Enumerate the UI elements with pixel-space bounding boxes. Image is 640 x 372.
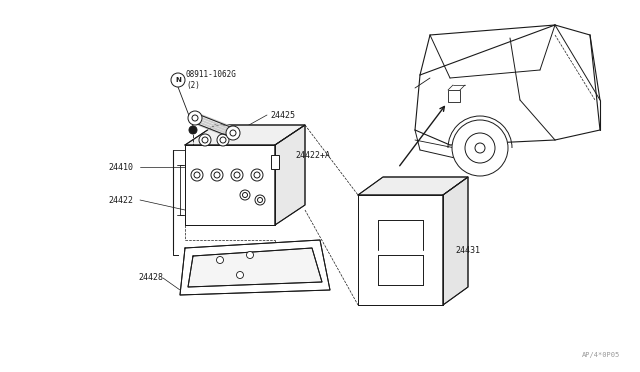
Circle shape — [257, 198, 262, 202]
Polygon shape — [275, 125, 305, 225]
Circle shape — [171, 73, 185, 87]
Circle shape — [220, 137, 226, 143]
Circle shape — [194, 172, 200, 178]
Circle shape — [188, 111, 202, 125]
Circle shape — [240, 190, 250, 200]
Text: 24431: 24431 — [455, 246, 480, 254]
Circle shape — [237, 272, 243, 279]
Polygon shape — [443, 177, 468, 305]
Circle shape — [217, 134, 229, 146]
Text: 24422: 24422 — [108, 196, 133, 205]
Text: 24410: 24410 — [108, 163, 133, 171]
Circle shape — [231, 169, 243, 181]
Circle shape — [192, 115, 198, 121]
Polygon shape — [185, 145, 275, 225]
Text: AP/4*0P05: AP/4*0P05 — [582, 352, 620, 358]
Polygon shape — [188, 248, 322, 287]
Polygon shape — [180, 240, 330, 295]
Circle shape — [226, 126, 240, 140]
Circle shape — [202, 137, 208, 143]
Circle shape — [254, 172, 260, 178]
Polygon shape — [358, 195, 443, 305]
Circle shape — [199, 134, 211, 146]
Circle shape — [452, 120, 508, 176]
Circle shape — [251, 169, 263, 181]
Circle shape — [216, 257, 223, 263]
Polygon shape — [358, 177, 468, 195]
Bar — [271, 155, 279, 169]
Circle shape — [246, 251, 253, 259]
Polygon shape — [185, 125, 305, 145]
Circle shape — [243, 192, 248, 198]
Circle shape — [214, 172, 220, 178]
Circle shape — [189, 126, 197, 134]
Text: 24425: 24425 — [270, 110, 295, 119]
Circle shape — [465, 133, 495, 163]
Bar — [448, 90, 460, 102]
Circle shape — [230, 130, 236, 136]
Text: 24428: 24428 — [138, 273, 163, 282]
Circle shape — [211, 169, 223, 181]
Circle shape — [475, 143, 485, 153]
Circle shape — [255, 195, 265, 205]
Circle shape — [234, 172, 240, 178]
Text: 24422+A: 24422+A — [295, 151, 330, 160]
Text: N: N — [175, 77, 181, 83]
Circle shape — [191, 169, 203, 181]
Text: 08911-1062G
(2): 08911-1062G (2) — [186, 70, 237, 90]
